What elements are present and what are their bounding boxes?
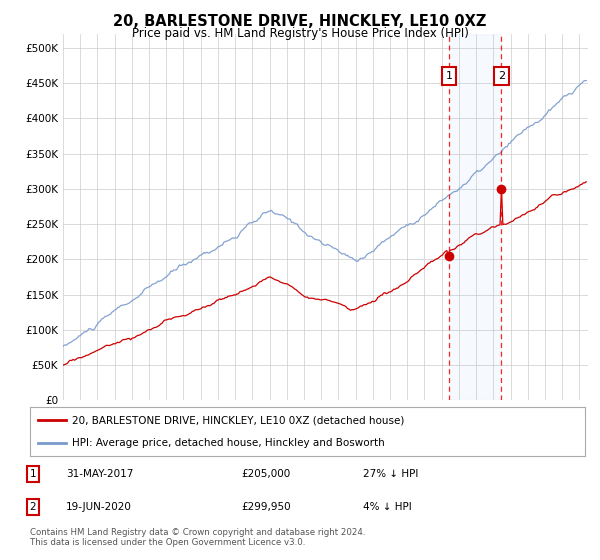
Text: 2: 2 [497,71,505,81]
Text: 1: 1 [29,469,36,479]
Text: 2: 2 [29,502,36,512]
Text: 27% ↓ HPI: 27% ↓ HPI [363,469,418,479]
Text: 20, BARLESTONE DRIVE, HINCKLEY, LE10 0XZ: 20, BARLESTONE DRIVE, HINCKLEY, LE10 0XZ [113,14,487,29]
Text: 19-JUN-2020: 19-JUN-2020 [66,502,132,512]
Text: £299,950: £299,950 [241,502,290,512]
Text: Price paid vs. HM Land Registry's House Price Index (HPI): Price paid vs. HM Land Registry's House … [131,27,469,40]
Text: 1: 1 [445,71,452,81]
Text: £205,000: £205,000 [241,469,290,479]
Text: 31-MAY-2017: 31-MAY-2017 [66,469,133,479]
Text: 20, BARLESTONE DRIVE, HINCKLEY, LE10 0XZ (detached house): 20, BARLESTONE DRIVE, HINCKLEY, LE10 0XZ… [71,416,404,426]
Bar [449,34,501,400]
Text: 4% ↓ HPI: 4% ↓ HPI [363,502,412,512]
Text: HPI: Average price, detached house, Hinckley and Bosworth: HPI: Average price, detached house, Hinc… [71,438,385,448]
Text: Contains HM Land Registry data © Crown copyright and database right 2024.
This d: Contains HM Land Registry data © Crown c… [30,528,365,547]
